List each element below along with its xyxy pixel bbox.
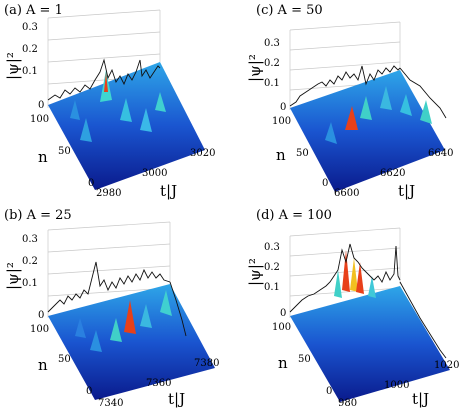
panel-b-ttick-7380: 7380: [194, 358, 219, 369]
panel-a-zlabel: |ψ|²: [4, 52, 22, 80]
panel-a-ntick-0: 0: [88, 178, 94, 189]
panel-a-surface: [48, 62, 205, 190]
panel-a-tlabel: t|J: [160, 182, 177, 200]
panel-a-ztick-0: 0: [38, 100, 44, 111]
panel-a-peaks: [70, 70, 166, 142]
panel-a-axes-box: [47, 9, 161, 108]
panel-c-zlabel: |ψ|²: [246, 54, 264, 82]
panel-a-ntick-50: 50: [58, 146, 71, 157]
panel-c-profile: [289, 65, 401, 107]
panel-c-tlabel: t|J: [398, 182, 415, 200]
panel-b-ntick-50: 50: [58, 354, 71, 365]
panel-c-ztick-0: 0: [280, 102, 286, 113]
panel-d-ntick-100: 100: [272, 322, 291, 333]
panel-c-ntick-50: 50: [296, 148, 309, 159]
panel-d-nlabel: n: [278, 354, 288, 372]
panel-c-title: (c) A = 50: [256, 3, 323, 18]
panel-c-ztick-0.1: 0.1: [264, 78, 280, 89]
panel-c-ttick-6640: 6640: [428, 148, 453, 159]
panel-c-ttick-6600: 6600: [334, 188, 359, 199]
panel-c-axes-box: [289, 21, 401, 110]
panel-a-ztick-0.1: 0.1: [22, 66, 38, 77]
panel-a-ztick-0.2: 0.2: [22, 44, 38, 55]
panel-a-profile: [47, 58, 161, 101]
panel-a-ttick-3000: 3000: [142, 168, 167, 179]
panel-b-ztick-0.2: 0.2: [22, 256, 38, 267]
panel-d-ttick-1000: 1000: [384, 380, 409, 391]
panel-d-ztick-0.3: 0.3: [264, 242, 280, 253]
panel-d-title: (d) A = 100: [256, 208, 332, 223]
panel-b-nlabel: n: [38, 356, 48, 374]
panel-c-ntick-100: 100: [272, 116, 291, 127]
panel-c-ntick-0: 0: [322, 178, 328, 189]
panel-d-ntick-50: 50: [298, 354, 311, 365]
panel-d: (d) A = 100 0.3 0.2 0.1 0 |ψ|² 100 50 0 …: [246, 208, 459, 409]
panel-a-ntick-100: 100: [30, 114, 49, 125]
panel-b-tlabel: t|J: [168, 390, 185, 408]
panel-b-ntick-0: 0: [86, 386, 92, 397]
panel-a: (a) A = 1 0.3 0.2 0.1 0 |ψ|² 1: [4, 3, 215, 200]
panel-a-title: (a) A = 1: [4, 3, 63, 18]
panel-b-axes-box: [47, 221, 171, 318]
panel-d-profile-tail: [399, 281, 447, 359]
panel-b-surface: [48, 284, 215, 400]
panel-b-peaks: [75, 290, 172, 352]
panel-c-ttick-6620: 6620: [380, 168, 405, 179]
panel-c-peaks: [325, 86, 432, 144]
panel-b-ntick-100: 100: [30, 324, 49, 335]
panel-a-ttick-3020: 3020: [190, 148, 215, 159]
panel-d-zlabel: |ψ|²: [246, 258, 264, 286]
panel-b-ttick-7360: 7360: [146, 378, 171, 389]
panel-d-ttick-980: 980: [338, 398, 357, 409]
panel-d-ztick-0.2: 0.2: [264, 262, 280, 273]
panel-c-ztick-0.2: 0.2: [264, 58, 280, 69]
panel-c-profile-tail: [399, 67, 447, 119]
panel-b-ztick-0: 0: [38, 310, 44, 321]
panel-b-profile: [47, 261, 171, 313]
panel-d-peaks: [334, 250, 376, 298]
panel-b-title: (b) A = 25: [4, 208, 72, 223]
panel-c-nlabel: n: [276, 146, 286, 164]
panel-b-profile-tail: [169, 281, 187, 337]
panel-b-ztick-0.1: 0.1: [22, 278, 38, 289]
panel-a-nlabel: n: [38, 148, 48, 166]
panel-d-profile: [289, 243, 401, 313]
panel-d-ntick-0: 0: [326, 386, 332, 397]
panel-b-zlabel: |ψ|²: [4, 262, 22, 290]
panel-c: (c) A = 50 0.3 0.2 0.1 0 |ψ|² 100 50 0 n: [246, 3, 453, 200]
panel-b-ztick-0.3: 0.3: [22, 234, 38, 245]
panel-d-tlabel: t|J: [412, 390, 429, 408]
panel-d-ztick-0.1: 0.1: [264, 282, 280, 293]
panel-d-surface: [290, 286, 450, 402]
panel-c-ztick-0.3: 0.3: [264, 38, 280, 49]
panel-d-ztick-0: 0: [280, 308, 286, 319]
panel-a-ztick-0.3: 0.3: [22, 22, 38, 33]
panel-d-ttick-1020: 1020: [434, 360, 459, 371]
panel-b: (b) A = 25 0.3 0.2 0.1 0 |ψ|² 100 50 0 n: [4, 208, 219, 409]
panel-a-ttick-2980: 2980: [96, 188, 121, 199]
panel-b-ttick-7340: 7340: [98, 398, 123, 409]
